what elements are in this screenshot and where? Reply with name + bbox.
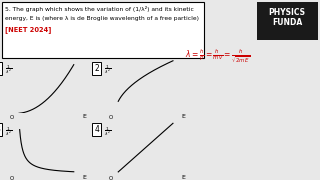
- Text: O: O: [10, 176, 14, 180]
- Bar: [2, 2, 204, 58]
- Text: [NEET 2024]: [NEET 2024]: [5, 26, 52, 33]
- Text: $\frac{1}{\lambda^2}$: $\frac{1}{\lambda^2}$: [104, 64, 111, 76]
- Text: E: E: [181, 114, 185, 119]
- Text: E: E: [181, 175, 185, 180]
- Text: 2: 2: [94, 64, 99, 73]
- Text: 5. The graph which shows the variation of (1/λ²) and its kinetic: 5. The graph which shows the variation o…: [5, 6, 194, 12]
- Text: $\frac{1}{\lambda^2}$: $\frac{1}{\lambda^2}$: [104, 125, 111, 138]
- Bar: [257, 2, 318, 40]
- Text: O: O: [10, 115, 14, 120]
- Text: O: O: [109, 115, 113, 120]
- Text: $\lambda = \frac{h}{p} = \frac{h}{mv} = \frac{h}{\sqrt{2mE}}$: $\lambda = \frac{h}{p} = \frac{h}{mv} = …: [185, 48, 250, 65]
- Text: 4: 4: [94, 125, 99, 134]
- Text: energy, E is (where λ is de Broglie wavelength of a free particle): energy, E is (where λ is de Broglie wave…: [5, 16, 199, 21]
- Text: FUNDA: FUNDA: [272, 18, 302, 27]
- Text: O: O: [109, 176, 113, 180]
- Text: E: E: [82, 175, 86, 180]
- Text: E: E: [82, 114, 86, 119]
- Text: $\frac{1}{\lambda^2}$: $\frac{1}{\lambda^2}$: [5, 125, 12, 138]
- Text: $\frac{1}{\lambda^2}$: $\frac{1}{\lambda^2}$: [5, 64, 12, 76]
- Text: PHYSICS: PHYSICS: [268, 8, 306, 17]
